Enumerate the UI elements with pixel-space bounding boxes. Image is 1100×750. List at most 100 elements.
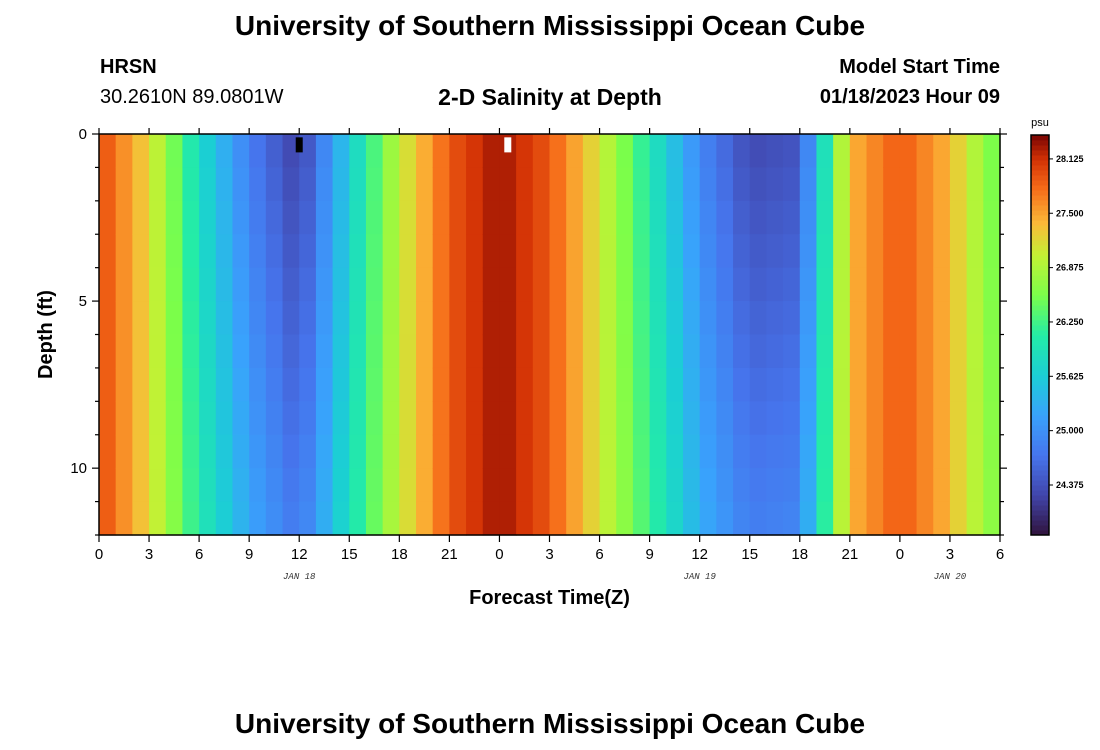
heatmap-cell: [799, 434, 818, 469]
heatmap-cell: [516, 167, 534, 202]
colorbar-cell: [1031, 410, 1049, 416]
heatmap-cell: [416, 334, 434, 369]
heatmap-cell: [432, 167, 450, 202]
heatmap-cell: [849, 200, 868, 235]
x-tick-label: 3: [545, 546, 553, 563]
heatmap-cell: [299, 501, 317, 536]
x-tick-label: 15: [741, 546, 758, 563]
heatmap-cell: [616, 468, 634, 503]
colorbar-cell: [1031, 295, 1049, 301]
heatmap-cell: [132, 167, 150, 202]
heatmap-cell: [783, 367, 801, 402]
heatmap-cell: [332, 401, 350, 436]
heatmap-cell: [566, 367, 584, 402]
heatmap-cell: [682, 501, 701, 536]
heatmap-cell: [99, 234, 117, 269]
heatmap-cell: [783, 501, 801, 536]
heatmap-cell: [315, 468, 334, 503]
x-tick-label: 9: [245, 546, 253, 563]
heatmap-cell: [466, 134, 484, 169]
heatmap-cell: [699, 167, 717, 202]
heatmap-cell: [833, 434, 851, 469]
heatmap-cell: [933, 367, 951, 402]
heatmap-cell: [232, 334, 250, 369]
heatmap-cell: [115, 367, 133, 402]
heatmap-cell: [816, 434, 834, 469]
heatmap-cell: [966, 401, 984, 436]
heatmap-cell: [315, 367, 334, 402]
heatmap-cell: [682, 468, 701, 503]
heatmap-cell: [265, 167, 284, 202]
heatmap-cell: [783, 167, 801, 202]
heatmap-cell: [649, 200, 667, 235]
colorbar-tick-label: 24.375: [1056, 480, 1084, 490]
heatmap-cell: [933, 267, 951, 302]
colorbar-cell: [1031, 455, 1049, 461]
heatmap-cell: [849, 367, 868, 402]
footer-title: University of Southern Mississippi Ocean…: [234, 708, 866, 739]
heatmap-cell: [299, 267, 317, 302]
heatmap-cell: [983, 501, 1001, 536]
colorbar-gradient: [1031, 135, 1049, 536]
heatmap-cell: [115, 501, 133, 536]
heatmap-cell: [365, 301, 384, 336]
heatmap-cell: [783, 234, 801, 269]
heatmap-cell: [282, 301, 300, 336]
heatmap-cell: [749, 468, 768, 503]
heatmap-cell: [132, 401, 150, 436]
colorbar-cell: [1031, 480, 1049, 486]
heatmap-cell: [816, 234, 834, 269]
heatmap-cell: [249, 501, 267, 536]
heatmap-cell: [115, 167, 133, 202]
heatmap-cell: [232, 434, 250, 469]
heatmap-cell: [666, 334, 684, 369]
heatmap-cell: [866, 367, 884, 402]
heatmap-cell: [849, 501, 868, 536]
heatmap-cell: [916, 234, 934, 269]
heatmap-cell: [332, 334, 350, 369]
heatmap-cell: [833, 134, 851, 169]
colorbar-tick-label: 27.500: [1056, 208, 1084, 218]
heatmap-cell: [182, 334, 200, 369]
heatmap-cell: [549, 401, 567, 436]
heatmap-cell: [749, 234, 768, 269]
heatmap-cell: [849, 134, 868, 169]
heatmap-cell: [516, 334, 534, 369]
colorbar-tick-label: 28.125: [1056, 154, 1084, 164]
heatmap-cell: [416, 434, 434, 469]
heatmap-cell: [599, 334, 617, 369]
heatmap-cell: [632, 134, 651, 169]
chart-subtitle: 2-D Salinity at Depth: [438, 84, 662, 110]
heatmap-cell: [349, 301, 367, 336]
heatmap-cell: [349, 434, 367, 469]
heatmap-cell: [199, 434, 217, 469]
heatmap-cell: [799, 134, 818, 169]
colorbar-cell: [1031, 390, 1049, 396]
heatmap-cell: [149, 434, 167, 469]
x-tick-label: 6: [195, 546, 203, 563]
heatmap-cell: [232, 401, 250, 436]
heatmap-cell: [332, 167, 350, 202]
heatmap-cell: [949, 367, 968, 402]
heatmap-cell: [666, 267, 684, 302]
heatmap-cell: [132, 200, 150, 235]
heatmap-cell: [449, 200, 467, 235]
heatmap-cell: [115, 301, 133, 336]
y-axis-ticks: 0 5 10: [70, 126, 1007, 536]
heatmap-cell: [149, 234, 167, 269]
colorbar-cell: [1031, 265, 1049, 271]
heatmap-cell: [532, 434, 551, 469]
heatmap-cell: [182, 434, 200, 469]
heatmap-cell: [432, 267, 450, 302]
heatmap-cell: [232, 134, 250, 169]
colorbar-cell: [1031, 225, 1049, 231]
colorbar-cell: [1031, 330, 1049, 336]
colorbar-cell: [1031, 465, 1049, 471]
heatmap-cell: [115, 468, 133, 503]
heatmap-cell: [199, 200, 217, 235]
heatmap-cell: [983, 167, 1001, 202]
heatmap-cell: [215, 200, 234, 235]
colorbar-cell: [1031, 135, 1049, 141]
heatmap-cell: [816, 301, 834, 336]
